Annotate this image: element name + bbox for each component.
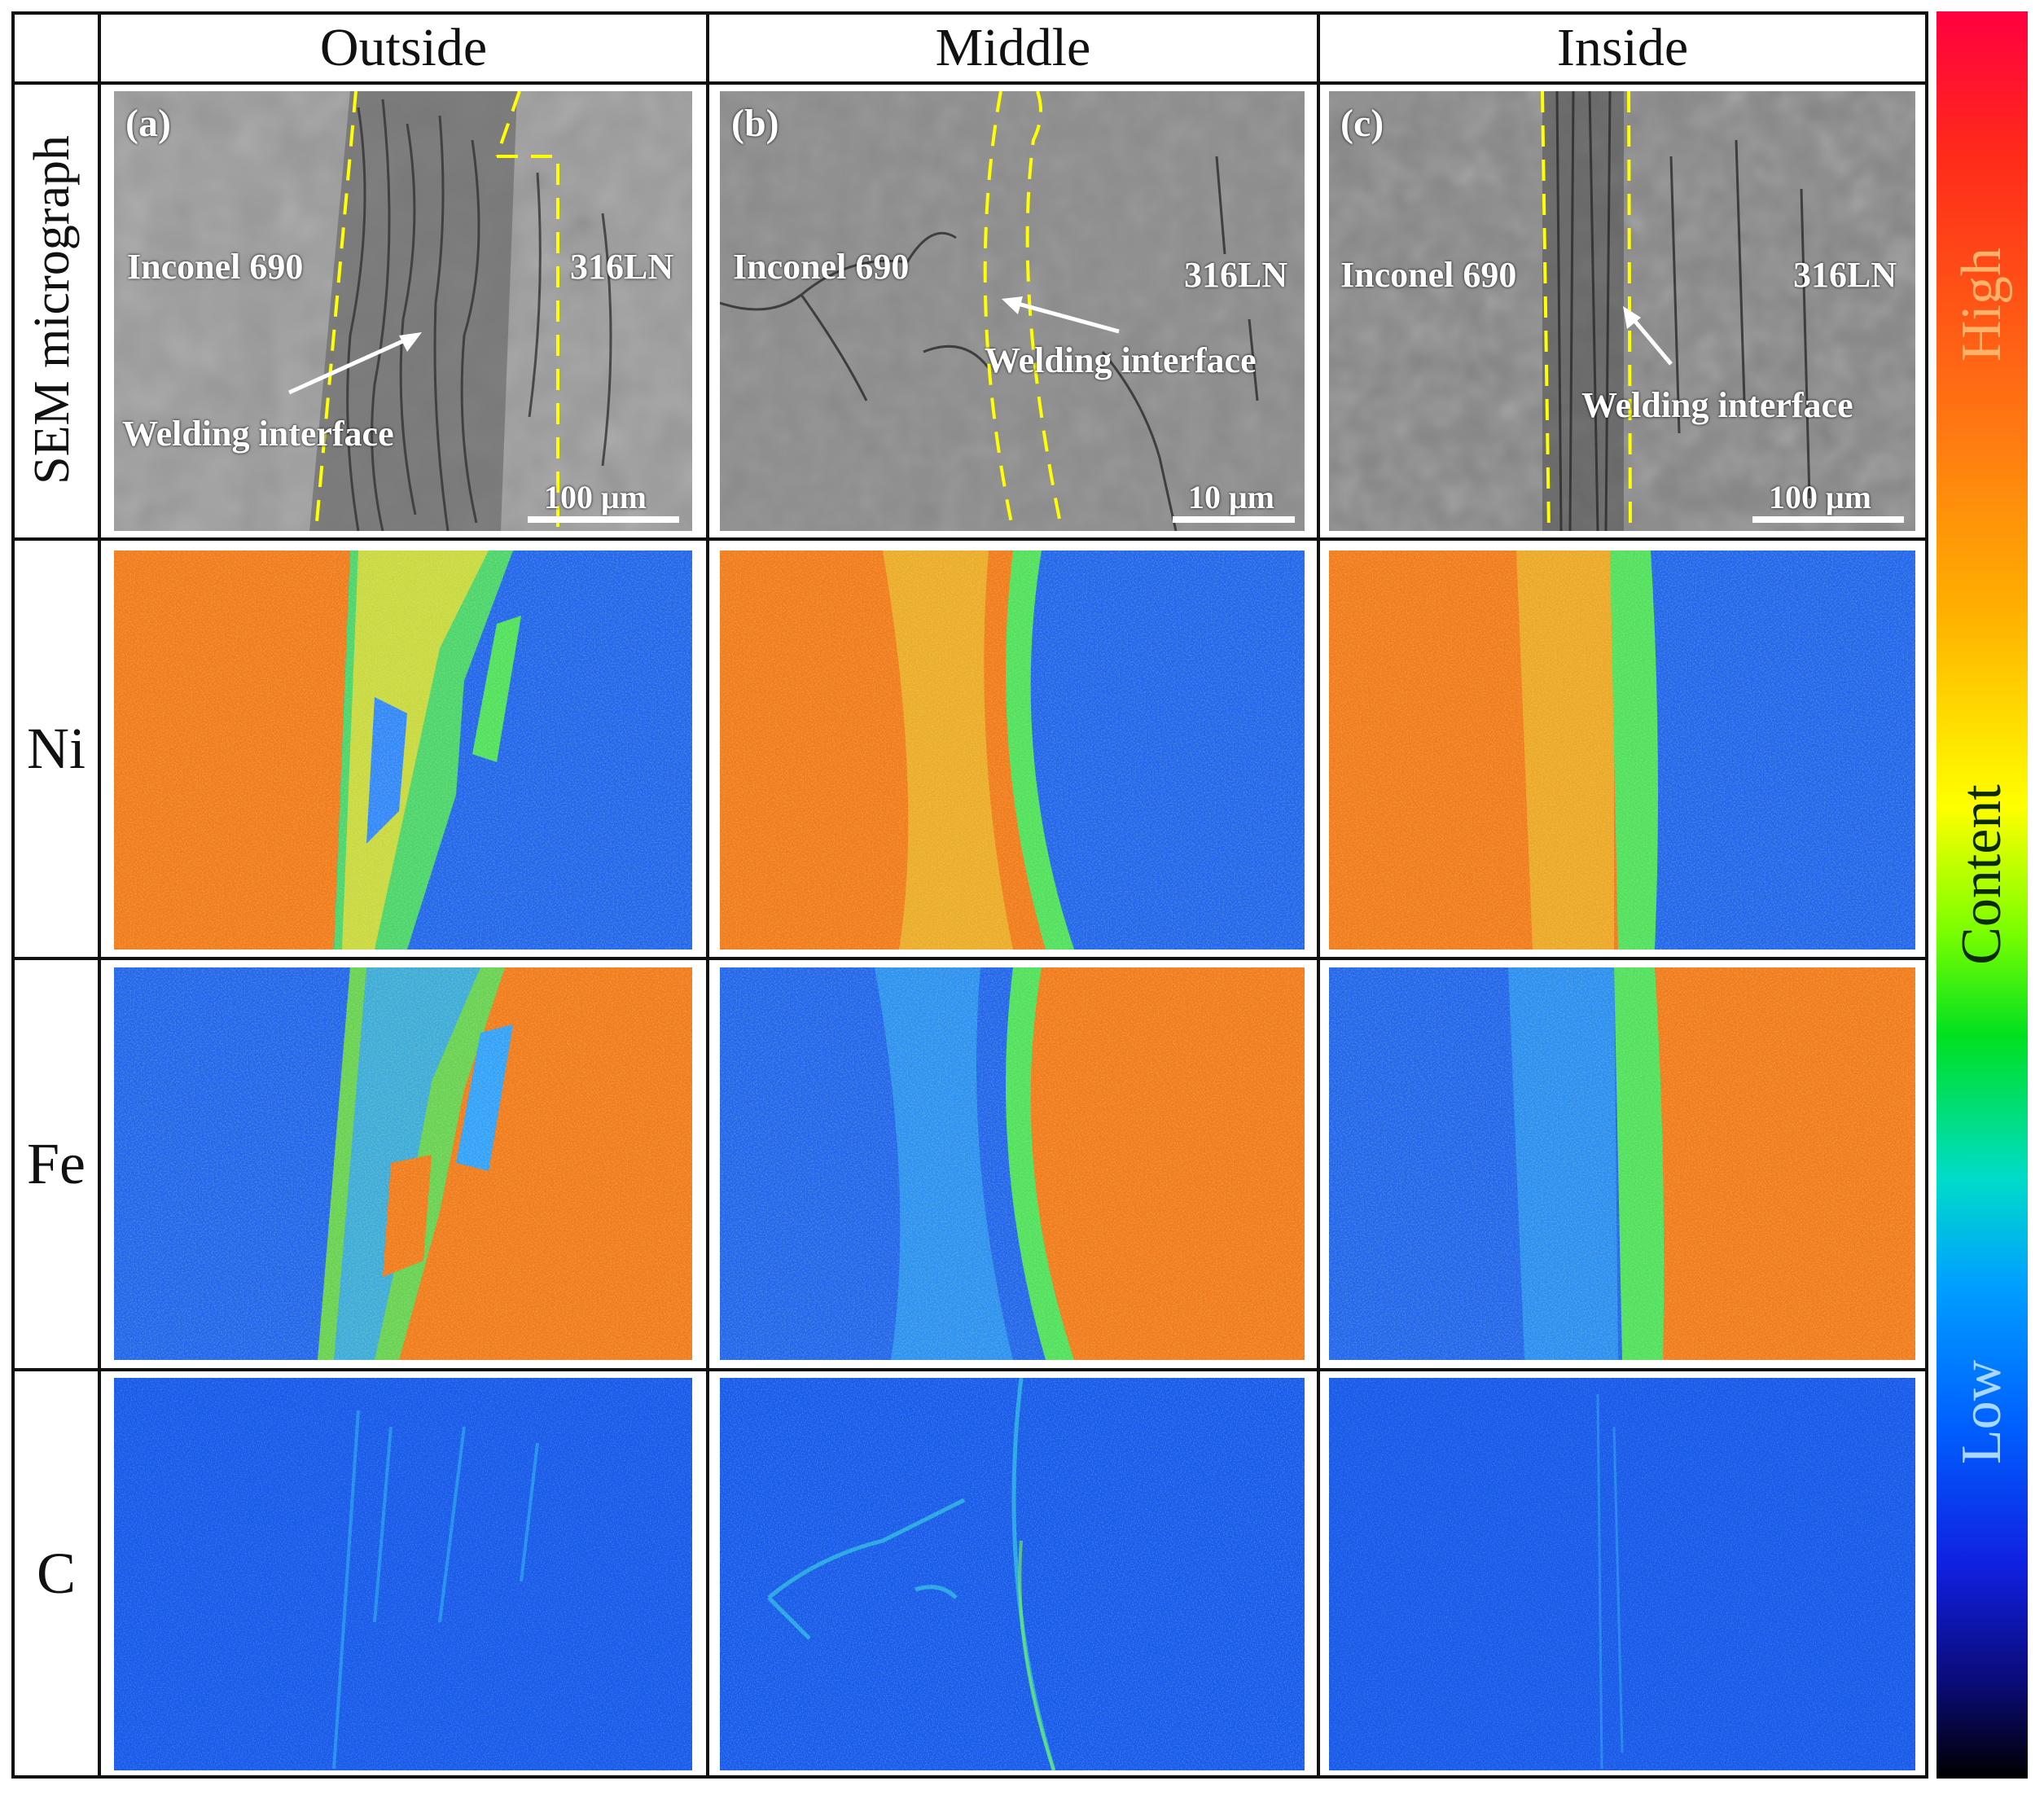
grid-col2: [706, 11, 709, 1779]
material-right-b: 316LN: [1184, 255, 1288, 295]
annotation-a: Welding interface: [122, 414, 394, 454]
sem-panel-inside: (c) Inconel 690 316LN Welding interface …: [1329, 91, 1915, 531]
ni-map-inside: [1329, 550, 1915, 950]
grid-fe-bottom: [11, 1368, 1928, 1371]
grid-left: [11, 11, 15, 1779]
grid-top: [11, 11, 1928, 15]
c-map-middle: [720, 1378, 1305, 1770]
fe-map-middle: [720, 967, 1305, 1360]
row-label-sem: SEM micrograph: [24, 134, 80, 485]
grid-header-bottom: [11, 81, 1928, 85]
annotation-b: Welding interface: [985, 340, 1257, 380]
colorbar-content-label: Content: [1950, 784, 2013, 965]
grid-right: [1925, 11, 1928, 1779]
scale-bar-label-c: 100 μm: [1769, 479, 1871, 515]
scale-bar-c: [1752, 516, 1904, 523]
grid-sem-bottom: [11, 537, 1928, 541]
scale-bar-label-a: 100 μm: [544, 479, 647, 515]
grid-ni-bottom: [11, 957, 1928, 960]
ni-map-outside: [114, 550, 692, 950]
material-right-a: 316LN: [570, 247, 674, 287]
material-left-c: Inconel 690: [1340, 255, 1517, 295]
row-label-fe: Fe: [27, 1131, 86, 1196]
c-map-outside: [114, 1378, 692, 1770]
arrow-icon: [1623, 306, 1673, 366]
colorbar-low-label: Low: [1950, 1359, 2013, 1465]
ni-map-middle: [720, 550, 1305, 950]
panel-label-a: (a): [125, 102, 171, 145]
colorbar: [1937, 11, 2028, 1779]
material-left-b: Inconel 690: [733, 247, 910, 287]
c-map-inside: [1329, 1378, 1915, 1770]
fe-map-outside: [114, 967, 692, 1360]
column-header-middle: Middle: [935, 18, 1091, 77]
material-left-a: Inconel 690: [127, 247, 304, 287]
fe-map-inside: [1329, 967, 1915, 1360]
material-right-c: 316LN: [1793, 255, 1897, 295]
sem-panel-middle: (b) Inconel 690 316LN Welding interface …: [720, 91, 1305, 531]
row-label-ni: Ni: [27, 716, 86, 781]
row-label-c: C: [36, 1540, 77, 1606]
scale-bar-b: [1173, 516, 1295, 523]
column-header-outside: Outside: [319, 18, 488, 77]
panel-label-c: (c): [1340, 102, 1384, 145]
grid-bottom: [11, 1775, 1928, 1779]
scale-bar-a: [528, 516, 679, 523]
annotation-c: Welding interface: [1581, 385, 1853, 425]
arrow-icon: [1002, 296, 1120, 334]
sem-panel-outside: (a) Inconel 690 316LN Welding interface …: [114, 91, 692, 531]
colorbar-high-label: High: [1950, 248, 2013, 362]
scale-bar-label-b: 10 μm: [1188, 479, 1274, 515]
colorbar-labels: High Content Low: [1937, 11, 2028, 1779]
column-header-inside: Inside: [1556, 18, 1689, 77]
panel-label-b: (b): [731, 102, 779, 145]
arrow-icon: [287, 332, 422, 395]
grid-col1: [98, 11, 101, 1779]
grid-col3: [1317, 11, 1320, 1779]
